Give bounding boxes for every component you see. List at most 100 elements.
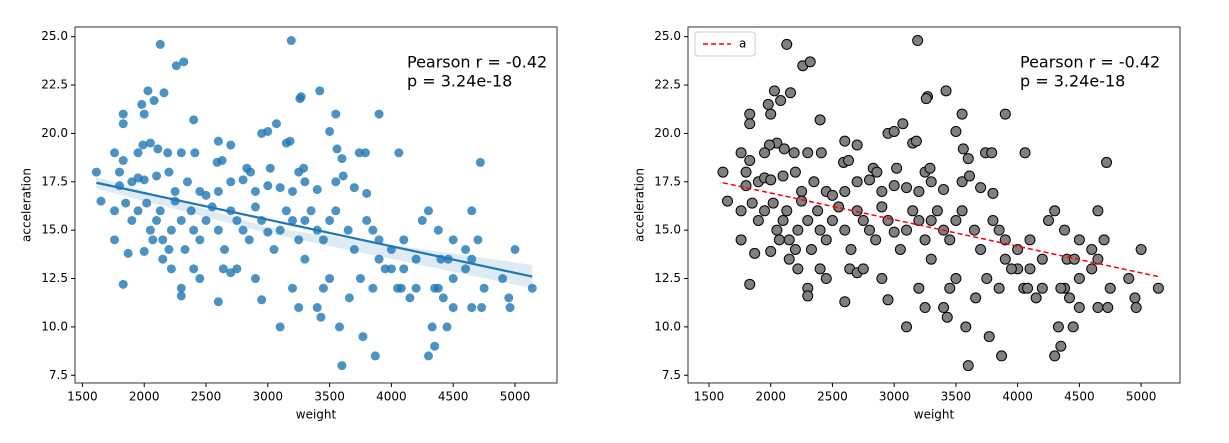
y-tick-label: 12.5 xyxy=(41,271,68,285)
point xyxy=(257,295,267,305)
point xyxy=(176,215,186,225)
point xyxy=(271,119,281,129)
point xyxy=(768,85,780,97)
point xyxy=(870,234,882,246)
point xyxy=(1152,282,1164,294)
point xyxy=(804,56,816,68)
point xyxy=(863,174,875,186)
point xyxy=(826,189,838,201)
point xyxy=(788,147,800,159)
point xyxy=(771,224,783,236)
point xyxy=(423,351,433,361)
point xyxy=(1022,282,1034,294)
point xyxy=(1024,263,1036,275)
point xyxy=(498,274,508,284)
point xyxy=(148,235,158,245)
point xyxy=(325,274,335,284)
point xyxy=(924,162,936,174)
point xyxy=(189,225,199,235)
x-axis-label: weight xyxy=(914,408,955,422)
point xyxy=(808,176,820,188)
point xyxy=(789,244,801,255)
point xyxy=(931,205,943,217)
point xyxy=(925,176,937,188)
point xyxy=(370,351,380,361)
point xyxy=(1043,214,1055,226)
point xyxy=(275,225,285,235)
point xyxy=(118,119,128,129)
point xyxy=(792,224,804,236)
point xyxy=(938,184,950,196)
y-tick-label: 7.5 xyxy=(49,368,68,382)
point xyxy=(170,186,180,196)
point xyxy=(263,227,273,237)
point xyxy=(857,263,869,275)
point xyxy=(344,293,354,303)
x-tick-label: 3000 xyxy=(253,390,284,404)
point xyxy=(220,245,230,254)
point xyxy=(1135,244,1147,255)
annotation: Pearson r = -0.42 xyxy=(407,53,547,72)
point xyxy=(789,166,801,178)
point xyxy=(913,185,925,197)
point xyxy=(91,167,101,177)
fit-line xyxy=(96,181,533,278)
point xyxy=(1104,282,1116,294)
point xyxy=(300,215,310,225)
point xyxy=(121,198,131,208)
x-tick-label: 3000 xyxy=(879,390,910,404)
point xyxy=(358,332,368,342)
point xyxy=(467,254,477,264)
point xyxy=(189,264,199,274)
x-tick-label: 2000 xyxy=(129,390,160,404)
point xyxy=(354,148,364,158)
point xyxy=(740,166,752,178)
annotation: p = 3.24e-18 xyxy=(1020,72,1125,91)
point xyxy=(925,214,937,226)
point xyxy=(735,234,747,246)
point xyxy=(244,235,254,245)
point xyxy=(226,140,236,150)
y-tick-label: 25.0 xyxy=(41,29,68,43)
point xyxy=(1049,350,1061,362)
point xyxy=(294,303,304,313)
point xyxy=(746,197,758,209)
x-tick-label: 1500 xyxy=(67,390,98,404)
point xyxy=(145,225,155,235)
point xyxy=(993,224,1005,236)
legend-label: a xyxy=(739,37,746,51)
point xyxy=(155,206,165,216)
point xyxy=(405,293,415,303)
point xyxy=(139,175,149,185)
fit-line xyxy=(722,182,1159,278)
point xyxy=(473,235,483,245)
point xyxy=(1055,340,1067,352)
point xyxy=(944,234,956,246)
point xyxy=(897,118,909,130)
point xyxy=(343,225,353,235)
point xyxy=(195,274,205,284)
point xyxy=(312,185,322,195)
point xyxy=(983,331,995,343)
point xyxy=(149,96,159,106)
y-tick-label: 25.0 xyxy=(654,29,681,43)
point xyxy=(190,148,200,158)
point xyxy=(950,125,962,137)
point xyxy=(752,214,764,226)
point xyxy=(784,87,796,99)
axes-frame xyxy=(687,26,1181,384)
point xyxy=(158,235,168,245)
point xyxy=(332,144,342,154)
point xyxy=(164,245,174,254)
point xyxy=(201,215,211,225)
point xyxy=(963,170,975,182)
point xyxy=(773,234,785,246)
point xyxy=(139,109,149,119)
point xyxy=(163,148,173,158)
point xyxy=(213,297,223,307)
point xyxy=(479,283,489,293)
y-tick-label: 10.0 xyxy=(41,319,68,333)
point xyxy=(118,109,128,119)
point xyxy=(891,162,903,174)
x-tick-label: 2000 xyxy=(755,390,786,404)
